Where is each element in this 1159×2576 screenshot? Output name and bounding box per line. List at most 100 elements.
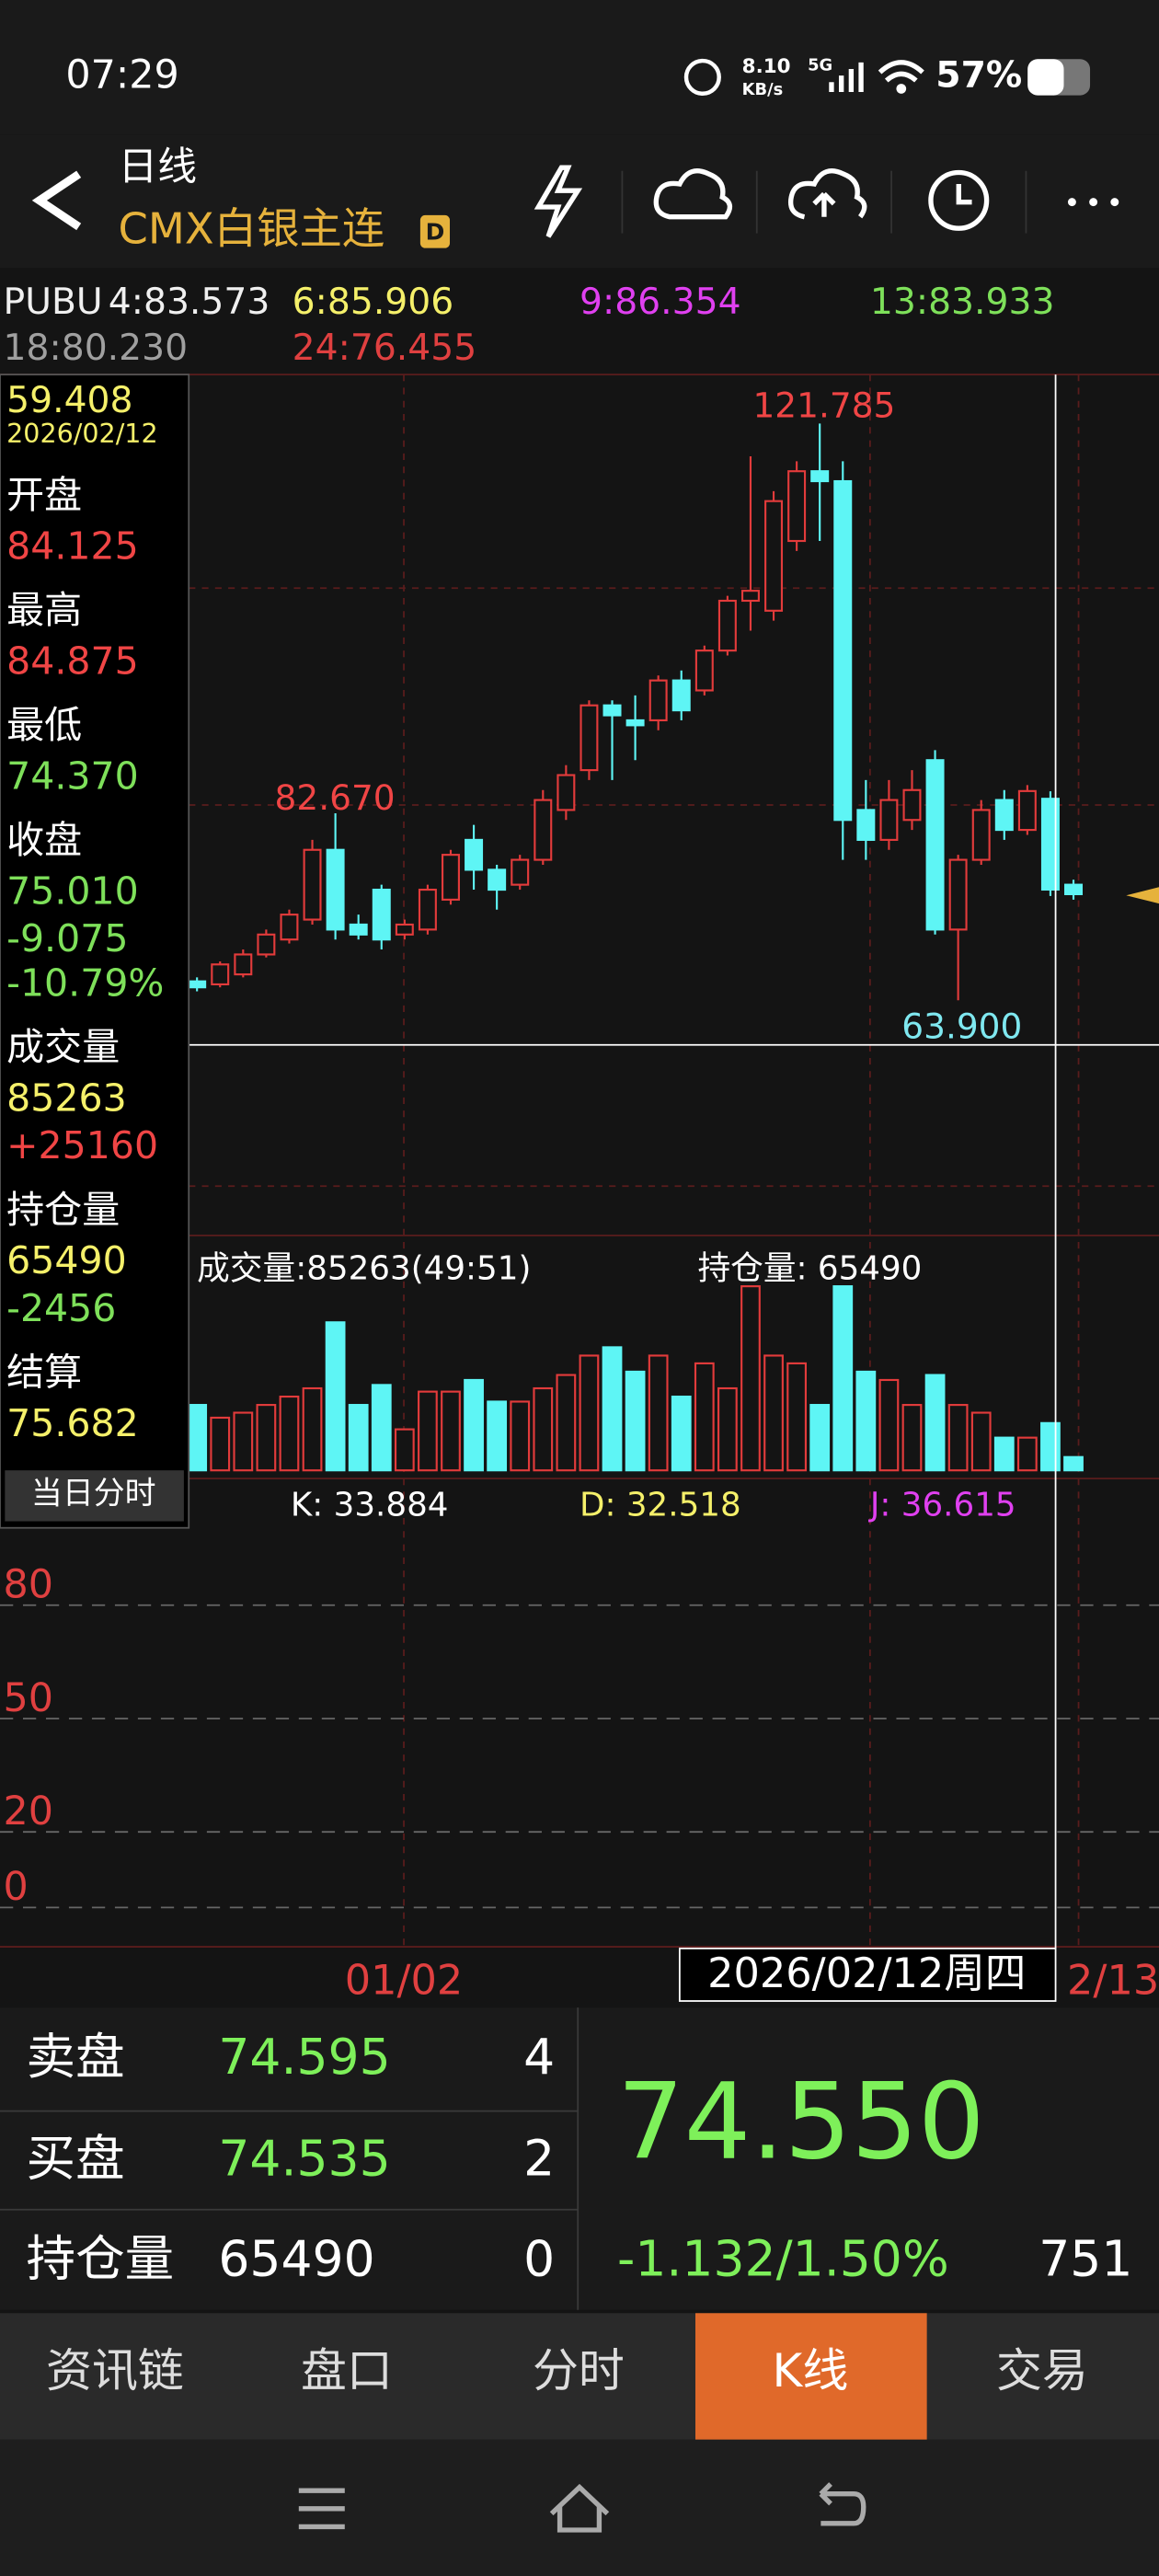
- y-tick-label: 50: [4, 1675, 53, 1721]
- flash-button[interactable]: [534, 165, 583, 238]
- volume-bar: [625, 1370, 646, 1472]
- volume-bar: [187, 1404, 208, 1472]
- cloud-flash-button[interactable]: [653, 168, 733, 220]
- volume-bar: [878, 1378, 900, 1472]
- status-bar: [0, 0, 1159, 135]
- tab[interactable]: 资讯链: [46, 2344, 184, 2398]
- signal-icon: [829, 62, 864, 92]
- intraday-button[interactable]: [5, 1470, 184, 1522]
- info-label: 开盘: [6, 473, 82, 517]
- kdj-d: D: 32.518: [580, 1486, 741, 1524]
- active-tab[interactable]: [695, 2313, 927, 2440]
- info-label: 最高: [6, 588, 82, 632]
- period: 日线: [118, 144, 197, 190]
- candle-body: [879, 799, 899, 841]
- candle-body: [349, 923, 368, 936]
- volume-bar: [302, 1386, 323, 1472]
- chart-grid: [189, 374, 1159, 1948]
- volume-bar: [832, 1285, 854, 1472]
- info-value: -2456: [6, 1286, 116, 1330]
- price-pointer: [1126, 887, 1159, 904]
- volume-bar: [901, 1404, 923, 1472]
- volume-bar: [464, 1378, 484, 1472]
- low-label: 63.900: [901, 1006, 1022, 1046]
- back-button[interactable]: [31, 170, 82, 231]
- history-button[interactable]: [928, 169, 990, 231]
- info-value: +25160: [6, 1123, 158, 1167]
- volume-bar: [256, 1404, 277, 1472]
- candle-body: [303, 848, 322, 921]
- menu-button[interactable]: [298, 2488, 345, 2530]
- candle-body: [441, 854, 460, 901]
- volume-bar: [602, 1346, 623, 1472]
- candle-body: [1064, 883, 1084, 896]
- info-value: 85263: [6, 1075, 127, 1120]
- volume-bar: [418, 1390, 438, 1472]
- info-value: -10.79%: [6, 960, 164, 1005]
- last-volume: 751: [1039, 2230, 1132, 2288]
- battery-level: [1027, 59, 1064, 96]
- local-high-label: 82.670: [275, 777, 396, 818]
- quote-count: 0: [523, 2230, 555, 2288]
- candle-body: [856, 809, 876, 841]
- x-label: 2/13: [1067, 1956, 1159, 2004]
- volume-bar: [1040, 1421, 1061, 1472]
- clock-hands: [956, 184, 972, 205]
- volume-bar: [1016, 1436, 1038, 1472]
- quote-label: 卖盘: [27, 2028, 125, 2086]
- candle-body: [648, 679, 668, 722]
- quote-label: 持仓量: [27, 2230, 175, 2288]
- volume-bar: [855, 1370, 877, 1472]
- volume-bar: [579, 1354, 600, 1472]
- back-nav-button[interactable]: [819, 2482, 866, 2526]
- candle-body: [764, 500, 784, 612]
- volume-bar: [325, 1321, 346, 1472]
- info-label: 最低: [6, 703, 82, 747]
- home-button[interactable]: [549, 2483, 610, 2533]
- info-label: 持仓量: [6, 1188, 120, 1232]
- quote-count: 4: [523, 2028, 555, 2086]
- candle-body: [833, 479, 853, 822]
- cloud-upload-button[interactable]: [787, 168, 867, 220]
- volume-bar: [487, 1400, 508, 1472]
- volume-bar: [993, 1436, 1015, 1472]
- volume-bar: [786, 1362, 808, 1472]
- info-value: 74.370: [6, 753, 139, 798]
- candle-body: [1040, 798, 1060, 891]
- candle-body: [395, 923, 414, 936]
- volume-bar: [648, 1354, 669, 1472]
- tab-bar: [0, 2313, 1159, 2440]
- tab[interactable]: 交易: [996, 2344, 1088, 2398]
- tab[interactable]: 分时: [533, 2344, 625, 2398]
- intraday-button-label[interactable]: 当日分时: [31, 1475, 156, 1511]
- instrument[interactable]: CMX白银主连: [118, 203, 384, 253]
- open-interest: 持仓量: 65490: [697, 1249, 922, 1287]
- volume-bar: [763, 1354, 784, 1472]
- volume-bar: [441, 1390, 461, 1472]
- nav-bar: [0, 2439, 1159, 2576]
- price-change: -1.132/1.50%: [617, 2230, 949, 2288]
- candle-body: [948, 858, 968, 931]
- more-button[interactable]: [1067, 198, 1119, 207]
- kdj-j: J: 36.615: [868, 1486, 1016, 1524]
- tab[interactable]: K线: [773, 2344, 849, 2398]
- candle-body: [971, 809, 991, 861]
- net-speed: 8.10: [742, 55, 791, 78]
- tab[interactable]: 盘口: [301, 2344, 393, 2398]
- candle-body: [694, 650, 714, 692]
- candle-body: [465, 838, 484, 871]
- volume-bar: [394, 1428, 415, 1472]
- candle-body: [671, 679, 691, 712]
- volume-bar: [694, 1362, 715, 1472]
- info-value: -9.075: [6, 916, 128, 960]
- cursor-price: 59.408: [6, 380, 132, 421]
- candle-body: [511, 858, 530, 886]
- info-label: 结算: [6, 1351, 82, 1395]
- volume-bar: [556, 1374, 577, 1472]
- volume-bar: [740, 1285, 761, 1472]
- candle-body: [188, 980, 207, 989]
- info-label: 收盘: [6, 818, 82, 862]
- candle-body: [810, 470, 830, 483]
